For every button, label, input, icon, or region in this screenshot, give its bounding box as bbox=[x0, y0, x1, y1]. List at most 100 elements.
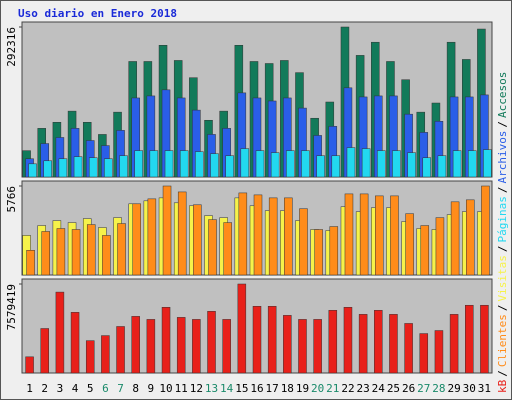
bar bbox=[164, 150, 174, 178]
legend-separator: / bbox=[496, 121, 509, 128]
bar bbox=[465, 304, 474, 374]
bar bbox=[237, 283, 247, 374]
bar bbox=[162, 185, 172, 276]
legend: kB / Clientes / Visitas / Páginas / Archivos / Acc… bbox=[496, 72, 509, 393]
x-tick-label: 3 bbox=[57, 382, 64, 395]
bar bbox=[222, 319, 231, 374]
x-tick-label: 13 bbox=[205, 382, 218, 395]
bar bbox=[346, 147, 356, 178]
legend-separator: / bbox=[496, 246, 509, 253]
bar bbox=[361, 148, 371, 178]
bar bbox=[208, 219, 217, 276]
bar bbox=[149, 150, 159, 178]
bar bbox=[71, 229, 81, 276]
bar bbox=[481, 185, 490, 276]
x-tick-label: 24 bbox=[372, 382, 386, 395]
bar bbox=[299, 208, 308, 276]
bar bbox=[55, 291, 65, 374]
bar bbox=[480, 304, 489, 374]
x-tick-label: 30 bbox=[463, 382, 476, 395]
bar bbox=[343, 307, 353, 374]
bar bbox=[344, 193, 354, 276]
bar bbox=[286, 150, 295, 178]
bar bbox=[252, 305, 262, 374]
legend-entry: Archivos bbox=[496, 131, 509, 184]
bar bbox=[377, 150, 386, 178]
x-tick-label: 31 bbox=[478, 382, 491, 395]
legend-entry: Accesos bbox=[496, 72, 509, 118]
x-tick-label: 12 bbox=[190, 382, 203, 395]
legend-separator: / bbox=[496, 370, 509, 377]
bar bbox=[328, 310, 338, 374]
bar bbox=[28, 163, 37, 178]
x-tick-label: 6 bbox=[102, 382, 109, 395]
bar bbox=[223, 222, 232, 276]
bar bbox=[268, 197, 278, 276]
y-tick-label: 5766 bbox=[5, 186, 18, 213]
bar bbox=[449, 314, 459, 374]
bar bbox=[331, 155, 341, 178]
x-tick-label: 4 bbox=[72, 382, 79, 395]
bar bbox=[255, 150, 265, 178]
legend-entry: kB bbox=[496, 379, 509, 393]
y-tick-label: 292316 bbox=[5, 27, 18, 67]
bar bbox=[225, 155, 234, 178]
bar bbox=[435, 217, 445, 276]
bar bbox=[240, 148, 250, 178]
bar bbox=[161, 307, 171, 374]
bar bbox=[450, 201, 460, 276]
bar bbox=[390, 195, 399, 276]
bar bbox=[147, 198, 157, 276]
bar bbox=[146, 319, 156, 374]
legend-entry: Páginas bbox=[496, 196, 509, 242]
x-tick-label: 10 bbox=[159, 382, 172, 395]
bar bbox=[131, 316, 140, 374]
legend-separator: / bbox=[496, 305, 509, 312]
y-tick-label: 7579419 bbox=[5, 284, 18, 330]
bar bbox=[407, 152, 416, 178]
bar bbox=[452, 150, 462, 178]
bar bbox=[117, 223, 126, 276]
x-tick-label: 8 bbox=[132, 382, 139, 395]
bar bbox=[132, 203, 141, 276]
bar bbox=[70, 312, 80, 374]
bar bbox=[177, 191, 187, 276]
x-tick-label: 23 bbox=[357, 382, 370, 395]
x-tick-label: 11 bbox=[175, 382, 188, 395]
bar bbox=[40, 328, 49, 374]
bar bbox=[238, 192, 248, 276]
bar bbox=[192, 319, 201, 374]
bar bbox=[483, 149, 492, 178]
bar bbox=[25, 356, 34, 374]
bar bbox=[41, 231, 50, 276]
bar bbox=[437, 155, 447, 178]
legend-entry: Clientes bbox=[496, 314, 509, 367]
bar bbox=[314, 229, 323, 276]
x-tick-label: 18 bbox=[281, 382, 294, 395]
bar bbox=[58, 158, 68, 178]
bar bbox=[404, 323, 413, 374]
x-tick-label: 26 bbox=[402, 382, 415, 395]
bar bbox=[329, 226, 339, 276]
bar bbox=[419, 333, 429, 374]
x-tick-label: 7 bbox=[117, 382, 124, 395]
bar bbox=[422, 157, 432, 178]
bar bbox=[358, 314, 368, 374]
x-tick-label: 9 bbox=[148, 382, 155, 395]
bar bbox=[134, 150, 143, 178]
bar bbox=[195, 151, 204, 178]
x-tick-label: 25 bbox=[387, 382, 400, 395]
x-tick-label: 17 bbox=[266, 382, 279, 395]
bar bbox=[392, 150, 401, 178]
bar bbox=[375, 195, 384, 276]
bar bbox=[270, 152, 280, 178]
x-tick-label: 27 bbox=[417, 382, 430, 395]
bar bbox=[176, 317, 186, 374]
bar bbox=[374, 310, 383, 374]
x-tick-label: 21 bbox=[326, 382, 339, 395]
bar bbox=[283, 315, 292, 374]
x-tick-label: 29 bbox=[447, 382, 460, 395]
bar bbox=[313, 319, 322, 374]
bar bbox=[420, 225, 430, 276]
bar bbox=[298, 319, 307, 374]
